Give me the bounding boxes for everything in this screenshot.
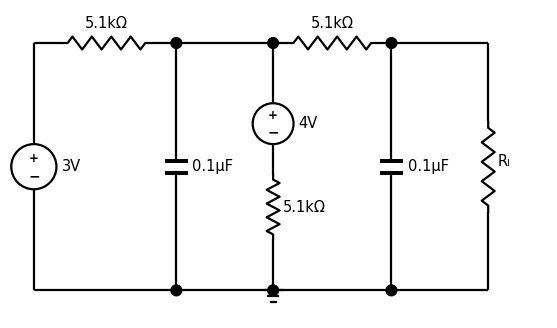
- Circle shape: [171, 38, 182, 49]
- Text: 0.1μF: 0.1μF: [408, 159, 448, 174]
- Text: 5.1kΩ: 5.1kΩ: [311, 16, 354, 31]
- Circle shape: [268, 38, 278, 49]
- Circle shape: [268, 285, 278, 296]
- Text: −: −: [267, 125, 279, 139]
- Text: 3V: 3V: [62, 159, 81, 174]
- Text: 5.1kΩ: 5.1kΩ: [85, 16, 128, 31]
- Text: +: +: [268, 110, 278, 122]
- Text: −: −: [28, 169, 40, 183]
- Text: 4V: 4V: [298, 116, 317, 131]
- Text: +: +: [29, 152, 39, 165]
- Text: 5.1kΩ: 5.1kΩ: [283, 199, 326, 215]
- Circle shape: [386, 38, 397, 49]
- Circle shape: [386, 285, 397, 296]
- Text: 0.1μF: 0.1μF: [193, 159, 233, 174]
- Circle shape: [171, 285, 182, 296]
- Text: Rₗ: Rₗ: [498, 154, 511, 169]
